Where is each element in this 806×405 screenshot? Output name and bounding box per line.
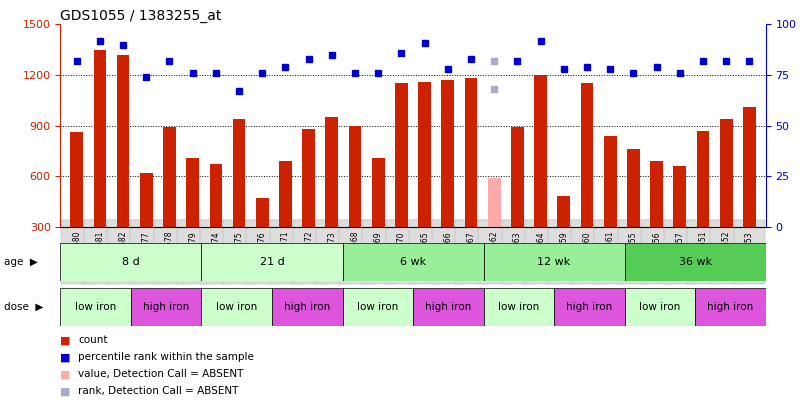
Bar bbox=[326, 117, 339, 227]
Bar bbox=[302, 129, 315, 227]
Bar bbox=[372, 158, 384, 227]
Text: low iron: low iron bbox=[216, 302, 257, 312]
Text: ■: ■ bbox=[60, 352, 71, 362]
Bar bbox=[60, 243, 201, 281]
Bar bbox=[625, 243, 766, 281]
Bar bbox=[343, 243, 484, 281]
Bar bbox=[395, 83, 408, 227]
Text: low iron: low iron bbox=[498, 302, 539, 312]
Bar bbox=[695, 288, 766, 326]
Bar bbox=[140, 173, 152, 227]
Text: ■: ■ bbox=[60, 335, 71, 345]
Bar bbox=[279, 161, 292, 227]
Text: dose  ▶: dose ▶ bbox=[4, 302, 44, 312]
Text: 8 d: 8 d bbox=[122, 257, 140, 267]
Bar bbox=[349, 126, 361, 227]
Bar bbox=[60, 288, 131, 326]
Text: 21 d: 21 d bbox=[260, 257, 285, 267]
Text: high iron: high iron bbox=[285, 302, 330, 312]
Bar bbox=[256, 198, 268, 227]
Text: age  ▶: age ▶ bbox=[4, 258, 38, 267]
Text: GDS1055 / 1383255_at: GDS1055 / 1383255_at bbox=[60, 9, 222, 23]
Bar bbox=[418, 82, 431, 227]
Bar bbox=[484, 288, 554, 326]
Bar bbox=[627, 149, 640, 227]
Bar bbox=[554, 288, 625, 326]
Bar bbox=[488, 178, 501, 227]
Bar bbox=[580, 83, 593, 227]
Bar bbox=[720, 119, 733, 227]
Bar bbox=[511, 127, 524, 227]
Text: ■: ■ bbox=[60, 386, 71, 396]
Bar bbox=[604, 136, 617, 227]
Text: low iron: low iron bbox=[639, 302, 680, 312]
Bar bbox=[534, 75, 547, 227]
Bar bbox=[70, 132, 83, 227]
Text: high iron: high iron bbox=[426, 302, 472, 312]
Bar bbox=[743, 107, 756, 227]
Bar bbox=[558, 196, 571, 227]
Text: low iron: low iron bbox=[357, 302, 398, 312]
Bar bbox=[413, 288, 484, 326]
Bar bbox=[484, 243, 625, 281]
Text: high iron: high iron bbox=[143, 302, 189, 312]
Text: value, Detection Call = ABSENT: value, Detection Call = ABSENT bbox=[78, 369, 243, 379]
Bar bbox=[93, 50, 106, 227]
Text: 12 wk: 12 wk bbox=[538, 257, 571, 267]
Bar bbox=[343, 288, 413, 326]
Bar bbox=[163, 127, 176, 227]
Bar bbox=[650, 161, 663, 227]
Bar bbox=[272, 288, 343, 326]
Bar bbox=[696, 130, 709, 227]
Text: ■: ■ bbox=[60, 369, 71, 379]
Text: low iron: low iron bbox=[75, 302, 116, 312]
Bar bbox=[202, 243, 343, 281]
Text: rank, Detection Call = ABSENT: rank, Detection Call = ABSENT bbox=[78, 386, 239, 396]
Bar bbox=[131, 288, 202, 326]
Bar bbox=[442, 80, 455, 227]
Text: percentile rank within the sample: percentile rank within the sample bbox=[78, 352, 254, 362]
Bar bbox=[117, 55, 130, 227]
Bar bbox=[233, 119, 246, 227]
Text: high iron: high iron bbox=[708, 302, 754, 312]
Bar bbox=[210, 164, 222, 227]
Bar bbox=[674, 166, 686, 227]
Bar bbox=[625, 288, 695, 326]
Text: 6 wk: 6 wk bbox=[400, 257, 426, 267]
Text: 36 wk: 36 wk bbox=[679, 257, 712, 267]
Bar bbox=[202, 288, 272, 326]
Text: count: count bbox=[78, 335, 108, 345]
Text: high iron: high iron bbox=[567, 302, 613, 312]
Bar bbox=[186, 158, 199, 227]
Bar bbox=[465, 78, 477, 227]
